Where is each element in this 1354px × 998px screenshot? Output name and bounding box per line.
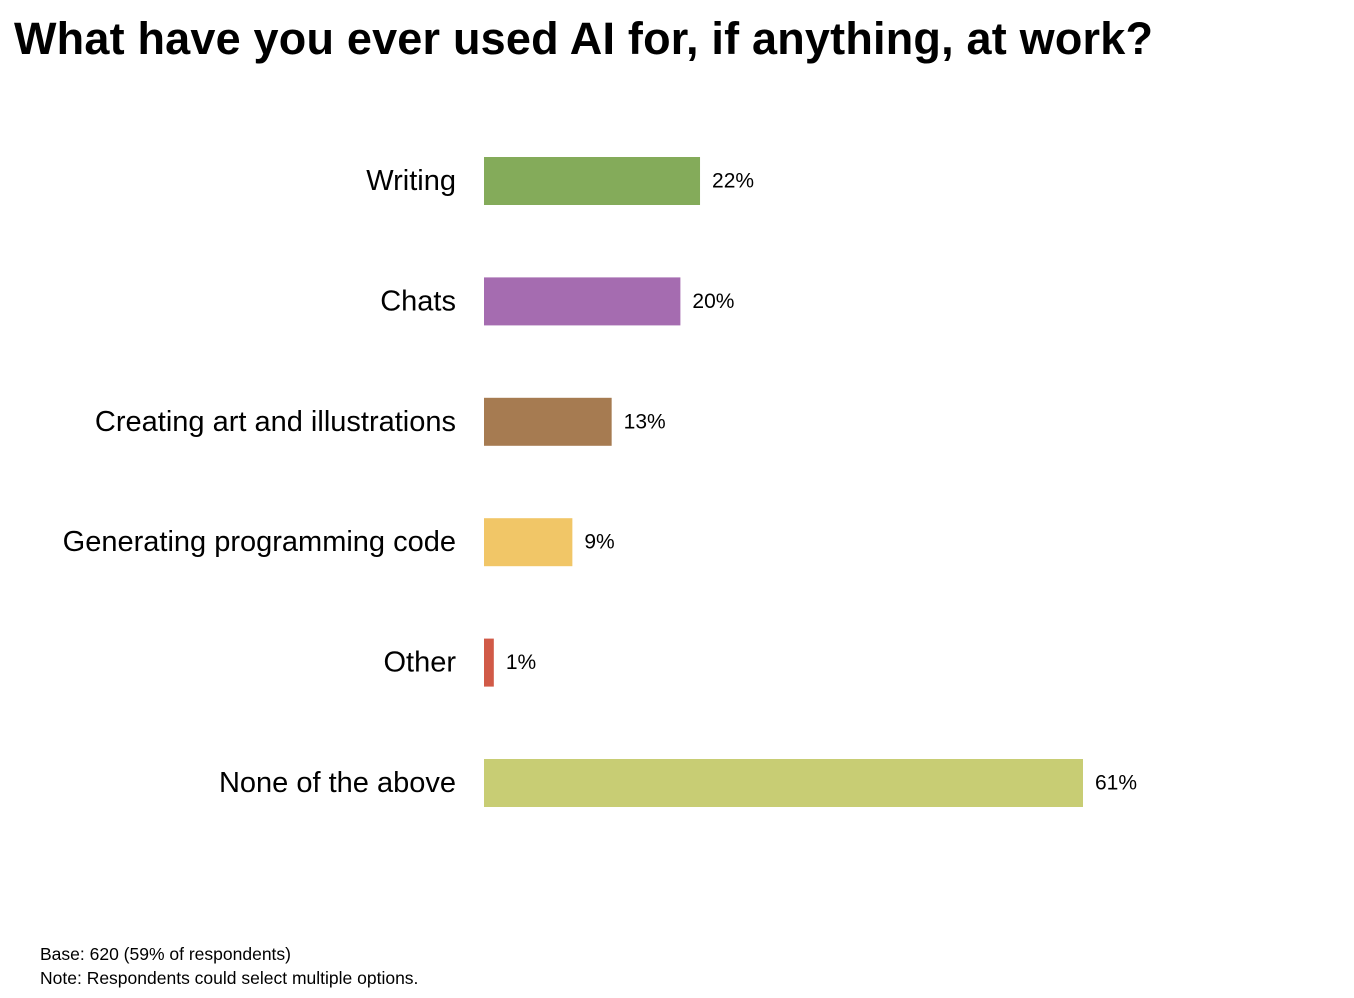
chart-title: What have you ever used AI for, if anyth… (14, 13, 1154, 64)
value-label-writing: 22% (712, 170, 754, 193)
footnote-note: Note: Respondents could select multiple … (40, 968, 419, 988)
category-label-creating-art-and-illustrations: Creating art and illustrations (95, 406, 456, 438)
category-label-chats: Chats (380, 285, 456, 317)
value-label-none-of-the-above: 61% (1095, 772, 1137, 795)
category-label-generating-programming-code: Generating programming code (63, 526, 456, 558)
value-label-other: 1% (506, 651, 536, 674)
bar-generating-programming-code (484, 518, 573, 567)
category-label-writing: Writing (366, 165, 456, 197)
value-label-chats: 20% (692, 290, 734, 313)
footnote-base: Base: 620 (59% of respondents) (40, 944, 291, 964)
bar-none-of-the-above (484, 759, 1083, 807)
bar-writing (484, 157, 701, 205)
bar-chats (484, 277, 681, 326)
category-label-other: Other (383, 647, 456, 679)
bar-creating-art-and-illustrations (484, 397, 612, 446)
bar-other (484, 638, 494, 687)
value-label-creating-art-and-illustrations: 13% (624, 410, 666, 433)
value-label-generating-programming-code: 9% (584, 531, 614, 554)
footnotes: Base: 620 (59% of respondents) Note: Res… (40, 942, 418, 990)
category-label-none-of-the-above: None of the above (219, 767, 456, 799)
